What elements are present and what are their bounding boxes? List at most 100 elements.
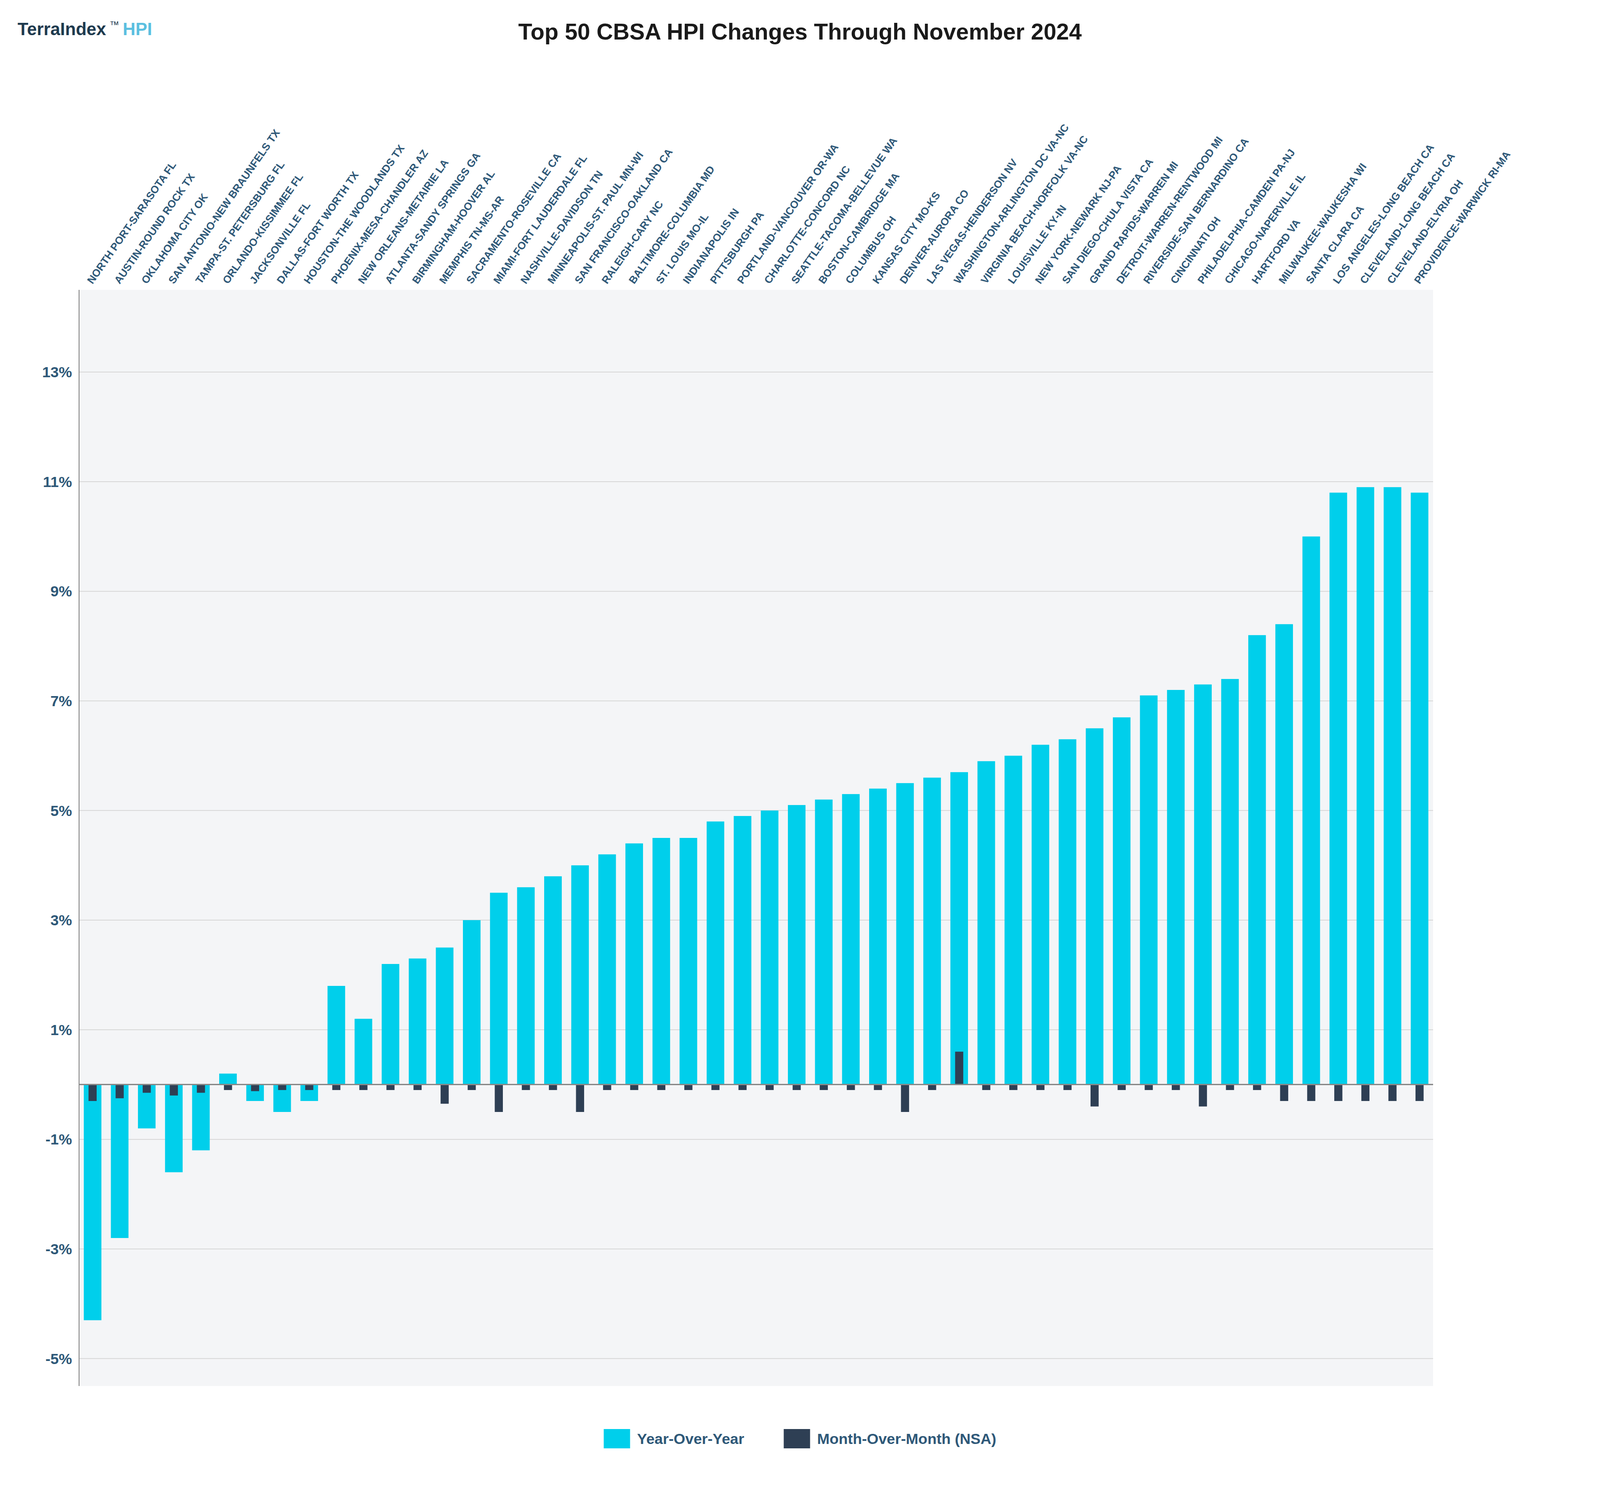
bar [1194,684,1212,1085]
bar [219,1073,237,1085]
bar [251,1084,260,1092]
bar [1171,1084,1180,1091]
grid-line [79,1139,1434,1141]
bar [598,854,616,1085]
bar [521,1084,530,1091]
bar [819,1084,828,1091]
grid-line [79,481,1434,483]
bar [950,772,968,1085]
bar [1388,1084,1397,1102]
y-tick-label: -1% [45,1130,73,1148]
series [83,487,1429,1321]
bar [548,1084,557,1091]
bar [1031,744,1050,1085]
bar [223,1084,232,1091]
y-tick-label: -5% [45,1350,73,1368]
bar [1112,717,1131,1085]
bar [1199,1084,1207,1107]
bar [137,1084,156,1129]
bar [1253,1084,1261,1091]
bar [544,876,562,1085]
bar [1085,728,1104,1085]
x-tick-label: PORTLAND-VANCOUVER OR-WA [734,141,841,286]
grid-line [79,591,1434,593]
bar [413,1084,422,1091]
bar [982,1084,990,1091]
bar [733,816,752,1085]
bar [1302,536,1320,1085]
bar [1410,492,1429,1085]
bar [738,1084,747,1091]
bar [815,799,833,1085]
bar [1117,1084,1126,1091]
legend-swatch [783,1429,810,1449]
bar [1361,1084,1370,1102]
bar [1140,695,1158,1085]
bar [760,810,779,1085]
y-tick-label: 3% [50,911,73,929]
bar [571,865,589,1085]
bar [1307,1084,1315,1102]
bar [1383,487,1402,1085]
bar [196,1084,205,1094]
bar [1090,1084,1099,1107]
bar [381,964,400,1085]
bar [575,1084,584,1113]
legend-swatch [603,1429,631,1449]
x-axis: NORTH PORT-SARASOTA FLAUSTIN-ROUND ROCK … [84,121,1513,286]
bar [841,794,860,1085]
bar [359,1084,368,1091]
bar [386,1084,395,1091]
bar [603,1084,611,1091]
bar [1225,1084,1234,1091]
y-tick-label: 9% [50,582,73,600]
bar [896,783,914,1085]
bar [1329,492,1348,1085]
legend-label: Year-Over-Year [637,1430,745,1448]
annotation: HPI [122,19,153,39]
grid-line [79,371,1434,373]
bar [1415,1084,1424,1102]
bar [1248,635,1266,1085]
x-tick-label: BALTIMORE-COLUMBIA MD [626,163,717,286]
bar [1334,1084,1343,1102]
bar [83,1084,102,1321]
bar [142,1084,151,1094]
bar [787,805,806,1085]
bar [246,1084,264,1102]
zero-line [79,1083,1434,1086]
bar [516,887,535,1085]
y-tick-label: -3% [45,1240,73,1258]
bars [83,487,1429,1321]
bar [706,821,725,1085]
bar [169,1084,178,1096]
y-tick-label: 13% [42,363,73,381]
bar [273,1084,291,1113]
bar [1280,1084,1289,1102]
y-tick-label: 11% [43,473,73,491]
bar [435,947,454,1085]
grid-line [79,1358,1434,1360]
y-axis-line [78,289,80,1387]
annotation: ™ [109,19,120,31]
bar [684,1084,693,1091]
bar [115,1084,124,1099]
bar [679,837,698,1085]
bar [1356,487,1375,1085]
bar [874,1084,882,1091]
bar [1063,1084,1072,1091]
annotations: TerraIndex™HPI [17,19,152,39]
bar [408,958,427,1085]
y-tick-label: 1% [50,1021,73,1039]
x-tick-label: LOS ANGELES-LONG BEACH CA [1330,141,1437,286]
legend: Year-Over-YearMonth-Over-Month (NSA) [603,1429,997,1449]
series [88,1051,1424,1113]
bar [1166,689,1185,1085]
y-axis: -5%-3%-1%1%3%5%7%9%11%13% [42,363,1434,1367]
bar [846,1084,855,1091]
bar [928,1084,936,1091]
bar [354,1018,373,1085]
bar [1275,624,1294,1085]
chart: TerraIndex™HPITop 50 CBSA HPI Changes Th… [0,0,1600,1487]
bar [657,1084,665,1091]
